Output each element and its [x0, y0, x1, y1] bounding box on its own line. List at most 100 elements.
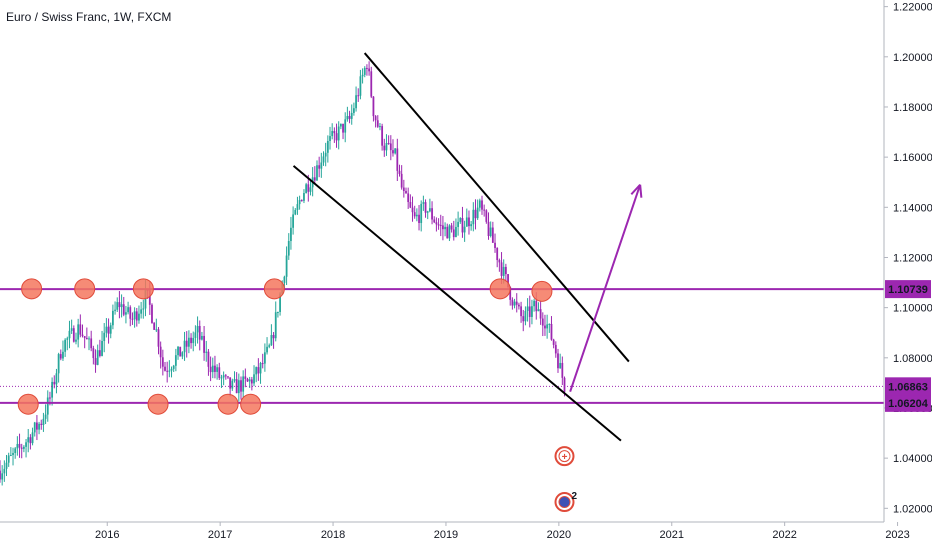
- candle-body: [298, 200, 301, 205]
- candle-body: [155, 329, 158, 331]
- candle-body: [38, 423, 40, 430]
- candle-body: [20, 447, 23, 449]
- projection-arrow[interactable]: [569, 184, 642, 392]
- touch-marker[interactable]: [17, 393, 39, 415]
- candle-body: [502, 266, 505, 276]
- trend-line[interactable]: [363, 52, 630, 363]
- candle-body: [363, 67, 366, 75]
- touch-marker[interactable]: [74, 278, 96, 300]
- candle-body: [489, 227, 492, 237]
- candle-body: [203, 335, 205, 353]
- candle-body: [9, 454, 12, 456]
- candle-body: [94, 358, 97, 365]
- candle-body: [116, 302, 119, 310]
- candle-body: [205, 351, 208, 353]
- candle-body: [500, 262, 503, 276]
- candle-body: [101, 341, 103, 356]
- candle-body: [159, 346, 162, 358]
- candle-body: [444, 226, 446, 230]
- candle-body: [307, 184, 310, 192]
- candle-body: [127, 307, 129, 313]
- touch-marker[interactable]: [217, 393, 239, 415]
- candle-body: [524, 310, 527, 322]
- touch-marker[interactable]: [147, 393, 169, 415]
- candle-body: [402, 187, 405, 192]
- candle-body: [552, 339, 555, 345]
- touch-marker[interactable]: [489, 278, 511, 300]
- candle-body: [224, 375, 227, 377]
- candle-body: [418, 214, 420, 224]
- candle-body: [470, 224, 473, 227]
- touch-marker[interactable]: [531, 280, 553, 302]
- candle-body: [539, 309, 542, 319]
- candle-body: [201, 335, 203, 340]
- candle-body: [16, 443, 19, 449]
- touch-marker[interactable]: [240, 393, 262, 415]
- candle-body: [509, 286, 512, 300]
- candle-body: [435, 222, 438, 225]
- candle-body: [394, 148, 397, 154]
- candle-body: [383, 145, 386, 151]
- candle-body: [339, 123, 342, 127]
- candle-body: [133, 311, 136, 320]
- x-tick-label: 2021: [660, 529, 684, 541]
- candle-body: [42, 418, 45, 426]
- candle-body: [309, 187, 312, 192]
- candle-body: [431, 208, 433, 220]
- candle-body: [135, 311, 138, 321]
- candle-body: [192, 337, 195, 344]
- candle-body: [118, 302, 121, 308]
- candle-body: [40, 423, 43, 426]
- candle-body: [25, 442, 27, 447]
- candle-body: [85, 337, 88, 340]
- candle-body: [563, 377, 566, 392]
- candle-body: [88, 338, 90, 340]
- candle-body: [481, 200, 483, 210]
- candle-body: [522, 316, 525, 322]
- candle-body: [131, 318, 134, 320]
- candle-body: [5, 462, 8, 469]
- current-price-label: 1.06863: [888, 381, 928, 393]
- chart-title: Euro / Swiss Franc, 1W, FXCM: [6, 10, 172, 24]
- candle-body: [250, 379, 253, 384]
- candles-layer: [0, 61, 566, 486]
- candle-body: [463, 226, 466, 233]
- candle-body: [518, 304, 520, 307]
- candle-body: [381, 126, 384, 146]
- candle-body: [285, 255, 288, 277]
- candle-body: [359, 76, 362, 96]
- candle-body: [474, 209, 477, 219]
- candle-body: [214, 365, 216, 372]
- candle-body: [420, 203, 423, 224]
- candle-body: [33, 422, 36, 433]
- candle-body: [465, 217, 468, 227]
- touch-marker[interactable]: [132, 278, 154, 300]
- candle-body: [448, 225, 451, 239]
- candle-body: [92, 348, 95, 359]
- candle-body: [374, 116, 377, 121]
- candle-body: [70, 328, 73, 331]
- candle-body: [389, 143, 392, 151]
- level-price-label: 1.10739: [888, 284, 928, 296]
- candle-body: [98, 350, 101, 356]
- touch-marker[interactable]: [21, 278, 43, 300]
- candle-body: [122, 304, 125, 315]
- candle-body: [468, 217, 470, 227]
- candle-body: [242, 376, 245, 392]
- candle-body: [333, 131, 336, 134]
- touch-marker[interactable]: [263, 278, 285, 300]
- candle-body: [537, 309, 540, 312]
- candle-body: [457, 221, 460, 227]
- candle-body: [36, 422, 38, 430]
- trend-line[interactable]: [292, 165, 622, 442]
- candle-body: [62, 351, 64, 359]
- candle-body: [283, 276, 286, 283]
- candle-body: [174, 355, 177, 366]
- projection-arrow-head: [630, 184, 641, 195]
- candle-body: [478, 200, 481, 208]
- candle-body: [331, 131, 334, 137]
- candle-body: [237, 380, 240, 394]
- candle-body: [266, 346, 268, 353]
- candle-body: [450, 225, 453, 230]
